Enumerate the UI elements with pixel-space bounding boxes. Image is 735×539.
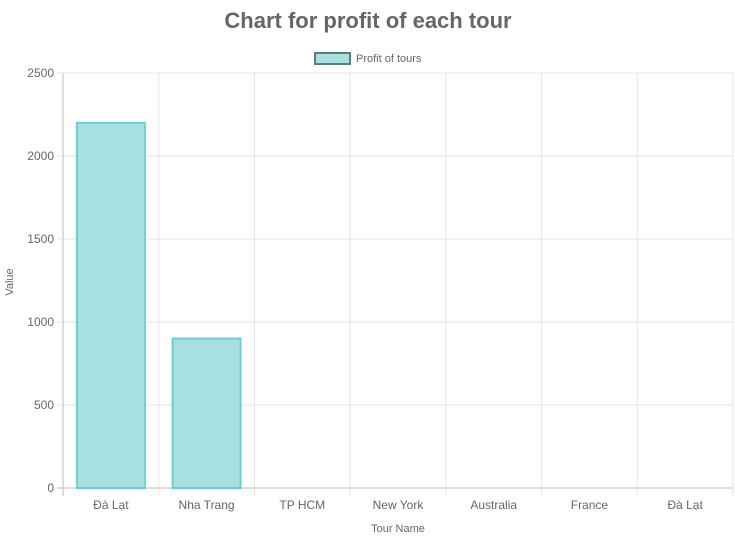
x-tick-label: TP HCM	[279, 498, 325, 512]
y-tick-label: 1000	[27, 315, 54, 329]
bar[interactable]	[171, 337, 242, 489]
x-tick-labels: Đà Lạt Nha Trang TP HCM New York Australia Fr…	[93, 498, 703, 512]
bar[interactable]	[75, 121, 146, 490]
y-tick-labels: 0 500 1000 1500 2000 2500	[27, 66, 54, 495]
grid	[57, 72, 734, 496]
chart-title: Chart for profit of each tour	[224, 8, 512, 33]
y-tick-label: 0	[47, 481, 54, 495]
legend[interactable]: Profit of tours	[314, 52, 422, 65]
bars	[75, 121, 242, 490]
x-tick-label: France	[571, 498, 609, 512]
x-tick-label: Đà Lạt	[93, 498, 129, 512]
y-axis-label: Value	[4, 268, 16, 295]
legend-swatch	[314, 52, 351, 65]
x-tick-label: Đà Lạt	[667, 498, 703, 512]
x-tick-label: Nha Trang	[179, 498, 235, 512]
y-tick-label: 1500	[27, 232, 54, 246]
legend-label: Profit of tours	[356, 53, 422, 65]
y-tick-label: 500	[34, 398, 54, 412]
x-axis-label: Tour Name	[371, 523, 425, 535]
y-tick-label: 2000	[27, 149, 54, 163]
x-tick-label: New York	[373, 498, 425, 512]
x-tick-label: Australia	[470, 498, 517, 512]
y-tick-label: 2500	[27, 66, 54, 80]
